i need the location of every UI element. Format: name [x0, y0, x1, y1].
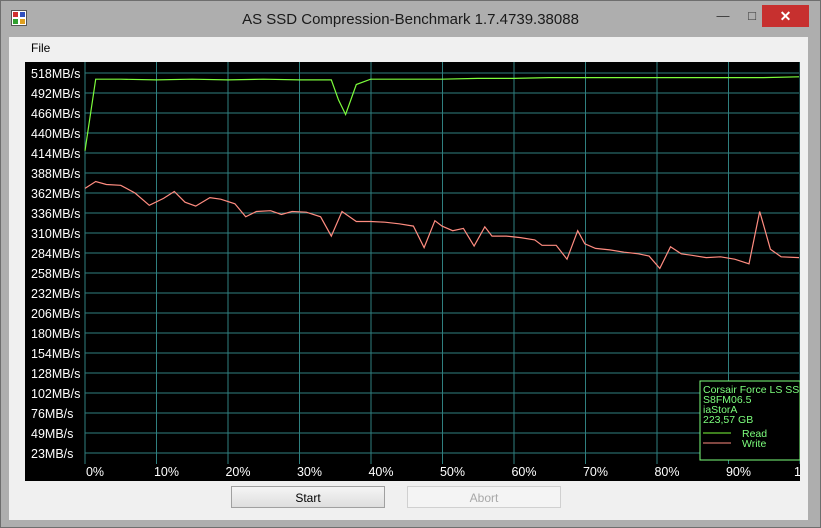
- x-tick-label: 30%: [297, 465, 322, 479]
- window-title: AS SSD Compression-Benchmark 1.7.4739.38…: [242, 11, 579, 28]
- x-axis-ticks: 0% 10% 20% 30% 40% 50% 60% 70% 80% 90% 100%: [86, 465, 800, 479]
- abort-button: Abort: [407, 486, 561, 508]
- x-tick-label: 40%: [368, 465, 393, 479]
- y-tick-label: 49MB/s: [31, 427, 73, 441]
- x-tick-label: 60%: [511, 465, 536, 479]
- y-tick-label: 466MB/s: [31, 107, 80, 121]
- y-tick-label: 492MB/s: [31, 87, 80, 101]
- x-tick-label: 10%: [154, 465, 179, 479]
- x-tick-label: 20%: [225, 465, 250, 479]
- close-button[interactable]: ✕: [762, 5, 809, 27]
- y-tick-label: 336MB/s: [31, 207, 80, 221]
- client-area: File 518MB/s 492MB/s 466MB/s 440MB/s 414MB/s…: [9, 37, 808, 520]
- y-tick-label: 518MB/s: [31, 67, 80, 81]
- drive-size: 223,57 GB: [703, 414, 753, 426]
- x-tick-label: 90%: [726, 465, 751, 479]
- y-tick-label: 258MB/s: [31, 267, 80, 281]
- y-tick-label: 154MB/s: [31, 347, 80, 361]
- y-tick-label: 23MB/s: [31, 447, 73, 461]
- x-tick-label: 70%: [583, 465, 608, 479]
- menu-file[interactable]: File: [31, 41, 51, 55]
- title-bar[interactable]: AS SSD Compression-Benchmark 1.7.4739.38…: [1, 1, 820, 37]
- write-legend-label: Write: [742, 438, 766, 450]
- info-box-border: [699, 380, 800, 461]
- read-legend-label: Read: [742, 428, 767, 440]
- info-box: Corsair Force LS SSD S8FM06.5 iaStorA 22…: [699, 380, 800, 461]
- grid: [84, 62, 800, 464]
- x-tick-label: 50%: [440, 465, 465, 479]
- drive-firmware: S8FM06.5: [703, 394, 752, 406]
- maximize-button[interactable]: □: [748, 8, 756, 23]
- chart-svg: 518MB/s 492MB/s 466MB/s 440MB/s 414MB/s 388MB…: [31, 62, 800, 479]
- series-layer: [84, 76, 800, 270]
- y-tick-label: 76MB/s: [31, 407, 73, 421]
- y-tick-label: 284MB/s: [31, 247, 80, 261]
- y-tick-label: 414MB/s: [31, 147, 80, 161]
- x-tick-label: 0%: [86, 465, 104, 479]
- read-series-line: [84, 76, 800, 151]
- y-tick-label: 310MB/s: [31, 227, 80, 241]
- minimize-button[interactable]: —: [716, 8, 730, 23]
- y-axis-ticks: 518MB/s 492MB/s 466MB/s 440MB/s 414MB/s 388MB…: [31, 67, 80, 461]
- y-tick-label: 128MB/s: [31, 367, 80, 381]
- write-series-line: [84, 180, 800, 270]
- x-tick-label: 100%: [794, 465, 800, 479]
- app-icon: [11, 10, 27, 26]
- x-tick-label: 80%: [654, 465, 679, 479]
- y-tick-label: 180MB/s: [31, 327, 80, 341]
- drive-model: Corsair Force LS SSD: [703, 384, 800, 396]
- start-button[interactable]: Start: [231, 486, 385, 508]
- benchmark-chart: 518MB/s 492MB/s 466MB/s 440MB/s 414MB/s 388MB…: [25, 62, 800, 481]
- drive-driver: iaStorA: [703, 404, 737, 416]
- y-tick-label: 440MB/s: [31, 127, 80, 141]
- y-tick-label: 362MB/s: [31, 187, 80, 201]
- y-tick-label: 232MB/s: [31, 287, 80, 301]
- y-tick-label: 206MB/s: [31, 307, 80, 321]
- y-tick-label: 102MB/s: [31, 387, 80, 401]
- menu-bar: File: [9, 37, 808, 59]
- y-tick-label: 388MB/s: [31, 167, 80, 181]
